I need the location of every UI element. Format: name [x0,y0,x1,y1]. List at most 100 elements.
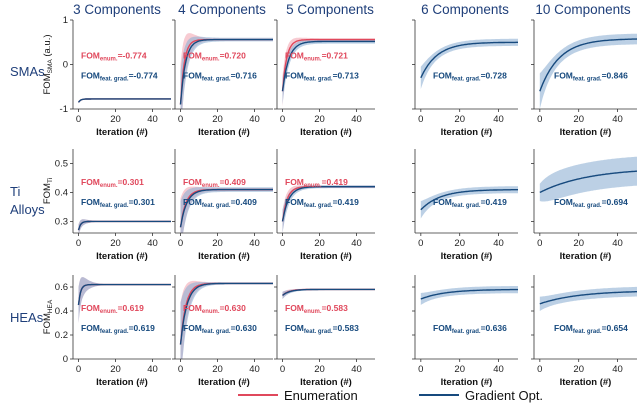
plot-area [179,33,273,109]
x-tick-label: 0 [76,114,81,125]
x-tick-label: 20 [573,238,584,249]
fom-enum-annotation: FOMenum.=0.720 [183,51,246,63]
fom-enum-annotation: FOMenum.=0.583 [285,303,348,315]
y-axis-label: FOMHEA [42,299,54,334]
y-axis-label: FOMTi [42,178,54,204]
fom-sub: feat. grad. [202,77,231,83]
fom-value: =0.619 [129,323,156,333]
fom-grad-annotation: FOMfeat. grad.=0.636 [433,323,507,335]
x-tick-label: 0 [537,114,542,125]
fom-sub: enum. [100,57,118,63]
panel: 0 20 40 FOMfeat. grad.=0.636 Iteration (#) [412,275,518,388]
panel: 0 20 40 FOMenum.=0.419 FOMfeat. grad.=0.419 I… [274,149,375,262]
plot-area [539,156,637,202]
x-axis-label: Iteration (#) [441,127,493,138]
gradient-opt-band [78,277,171,323]
panel: 0 20 40 FOMfeat. grad.=0.846 Iteration (#) [531,19,637,138]
legend-enumeration-label: Enumeration [284,388,358,403]
x-tick-label: 20 [314,238,325,249]
fom-sub: feat. grad. [304,77,333,83]
x-tick-label: 40 [493,238,504,249]
gradient-opt-band [539,33,637,109]
x-tick-label: 40 [351,238,362,249]
fom-enum-annotation: FOMenum.=-0.774 [81,51,147,63]
row-label: Alloys [10,202,45,217]
fom-sub: feat. grad. [573,329,602,335]
fom-value: =0.419 [481,197,508,207]
x-axis-label: Iteration (#) [300,377,352,388]
fom-value: =0.619 [118,303,145,313]
fom-grad-annotation: FOMfeat. grad.=0.716 [183,71,257,83]
x-axis-label: Iteration (#) [560,127,612,138]
panel: 0 20 40 0.3 0.4 0.5 FOMenum.=0.301 FOMfeat. gra… [55,149,171,262]
x-tick-label: 20 [454,364,465,375]
gradient-opt-band [282,185,375,233]
plot-area [539,33,637,109]
gradient-opt-line [420,288,518,300]
plot-area [420,38,518,89]
gradient-opt-line [539,291,637,305]
fom-value: =0.301 [118,177,145,187]
column-title: 5 Components [286,2,374,17]
y-tick-label: 0.3 [55,216,68,227]
gradient-opt-line [179,38,273,105]
x-tick-label: 40 [249,364,260,375]
fom-value: =0.720 [220,51,247,61]
fom-value: =0.630 [231,323,258,333]
fom-grad-annotation: FOMfeat. grad.=0.301 [81,197,155,209]
y-tick-label: 0.2 [55,330,68,341]
y-tick-label: 0.4 [55,187,68,198]
fom-value: =0.721 [322,51,349,61]
x-tick-label: 0 [537,364,542,375]
fom-sub: enum. [304,309,322,315]
x-tick-label: 0 [418,364,423,375]
gradient-opt-line [420,189,518,211]
y-tick-label: -1 [60,104,68,115]
fom-value: =0.419 [333,197,360,207]
fom-value: =0.409 [231,197,258,207]
x-tick-label: 0 [280,364,285,375]
plot-area [179,186,273,233]
y-tick-label: 0.6 [55,282,68,293]
legend-gradient-label: Gradient Opt. [465,388,543,403]
panel: 0 20 40 0 0.2 0.4 0.6 FOMenum.=0.619 FOMfeat. gr… [55,275,171,388]
fom-sub: feat. grad. [452,77,481,83]
gradient-opt-line [282,288,375,296]
y-tick-label: 0 [63,354,68,365]
x-axis-label: Iteration (#) [96,377,148,388]
x-tick-label: 20 [454,238,465,249]
gradient-opt-band [539,286,637,311]
gradient-opt-line [539,38,637,92]
gradient-opt-line [539,170,637,194]
x-tick-label: 20 [212,238,223,249]
fom-grad-annotation: FOMfeat. grad.=0.619 [81,323,155,335]
fom-grad-annotation: FOMfeat. grad.=0.419 [433,197,507,209]
gradient-opt-band [420,38,518,89]
x-axis-label: Iteration (#) [441,251,493,262]
x-tick-label: 40 [612,364,623,375]
plot-area [77,277,171,323]
fom-grad-annotation: FOMfeat. grad.=0.713 [285,71,359,83]
gradient-opt-line [77,98,171,103]
x-tick-label: 40 [493,364,504,375]
fom-value: =0.728 [481,71,508,81]
x-tick-label: 20 [212,364,223,375]
x-tick-label: 40 [351,364,362,375]
gradient-opt-line [281,186,375,222]
x-tick-label: 40 [249,238,260,249]
fom-value: =0.583 [333,323,360,333]
panel: 0 20 40 FOMenum.=0.721 FOMfeat. grad.=0.713 I… [274,19,375,138]
plot-area [539,286,637,311]
x-tick-label: 40 [612,114,623,125]
x-axis-label: Iteration (#) [441,377,493,388]
column-title: 6 Components [421,2,509,17]
y-label-sub: HEA [47,299,54,313]
y-tick-label: 0.4 [55,306,68,317]
fom-sub: enum. [100,183,118,189]
fom-sub: feat. grad. [452,203,481,209]
fom-grad-annotation: FOMfeat. grad.=0.583 [285,323,359,335]
enumeration-line [77,283,171,306]
x-axis-label: Iteration (#) [300,251,352,262]
x-axis-label: Iteration (#) [96,251,148,262]
column-title: 3 Components [73,2,161,17]
